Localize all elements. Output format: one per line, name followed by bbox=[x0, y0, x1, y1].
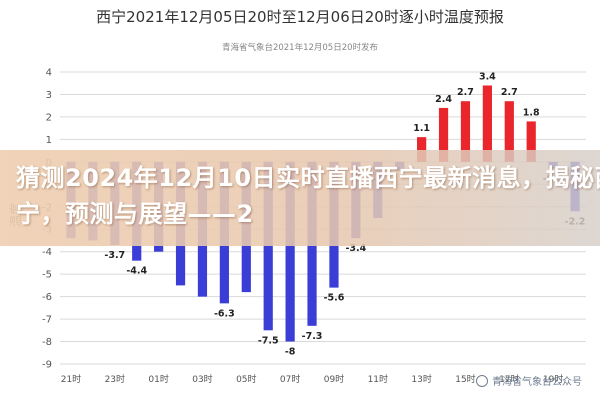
y-tick-label: 4 bbox=[46, 68, 52, 79]
x-tick-label: 19时 bbox=[543, 373, 563, 385]
y-tick-label: 2 bbox=[46, 112, 52, 123]
bar bbox=[438, 107, 449, 162]
data-label: 1.1 bbox=[413, 123, 430, 134]
bar bbox=[285, 161, 295, 342]
x-tick-label: 15时 bbox=[455, 373, 475, 385]
bar bbox=[482, 85, 492, 162]
wechat-icon bbox=[476, 374, 488, 387]
x-tick-label: 01时 bbox=[148, 373, 168, 385]
bar bbox=[460, 101, 471, 162]
chart-title: 西宁2021年12月05日20时至12月06日20时逐小时温度预报 bbox=[96, 8, 504, 26]
data-label: -5.6 bbox=[324, 293, 345, 304]
y-tick-label: -4 bbox=[42, 247, 52, 258]
x-tick-label: 23时 bbox=[105, 373, 125, 385]
data-label: 3.4 bbox=[479, 71, 496, 82]
x-tick-label: 07时 bbox=[280, 373, 300, 385]
data-label: 2.4 bbox=[435, 94, 452, 105]
y-tick-label: -9 bbox=[42, 360, 52, 371]
x-tick-label: 17时 bbox=[499, 373, 519, 385]
bar bbox=[504, 101, 514, 162]
watermark-text: 青海省气象台公众号 bbox=[492, 377, 582, 388]
x-tick-label: 13时 bbox=[411, 373, 431, 385]
data-label: 2.7 bbox=[501, 87, 518, 98]
data-label: 1.8 bbox=[523, 107, 540, 118]
data-label: -6.3 bbox=[214, 308, 235, 319]
data-label: -3.7 bbox=[104, 250, 125, 261]
x-tick-label: 21时 bbox=[61, 373, 81, 385]
y-tick-label: -8 bbox=[42, 337, 52, 348]
x-tick-label: 09时 bbox=[324, 373, 344, 385]
data-label: -4.4 bbox=[126, 266, 147, 277]
data-label: -7.5 bbox=[258, 335, 279, 346]
chart-subtitle: 青海省气象台2021年12月05日20时发布 bbox=[222, 42, 378, 53]
headline-text: 猜测2024年12月10日实时直播西宁最新消息，揭秘西宁，预测与展望——2 bbox=[16, 164, 600, 228]
y-tick-label: -5 bbox=[42, 270, 52, 281]
y-tick-label: 3 bbox=[46, 90, 52, 101]
watermark: 青海省气象台公众号 bbox=[476, 373, 582, 388]
data-labels: -3.7-4.4 -6.3 -7.5 -8 -7.3 -5.6 -3.4 1.1 2.4 2.7 3… bbox=[104, 71, 585, 357]
y-tick-label: 1 bbox=[46, 135, 52, 146]
data-label: -8 bbox=[285, 347, 296, 358]
data-label: 2.7 bbox=[457, 87, 474, 98]
y-tick-label: -6 bbox=[42, 292, 52, 303]
x-tick-label: 11时 bbox=[368, 373, 388, 385]
x-tick-label: 05时 bbox=[236, 373, 256, 385]
data-label: -3.4 bbox=[345, 243, 366, 254]
headline-banner: 猜测2024年12月10日实时直播西宁最新消息，揭秘西宁，预测与展望——2 bbox=[0, 150, 600, 246]
y-tick-label: -7 bbox=[42, 315, 52, 326]
bar bbox=[417, 137, 427, 162]
data-label: -7.3 bbox=[302, 331, 323, 342]
x-tick-labels: 21时 23时 01时 03时 05时 07时 09时 11时 13时 15时 17时 19时 bbox=[61, 373, 564, 385]
bar bbox=[526, 121, 536, 162]
x-tick-label: 03时 bbox=[192, 373, 212, 385]
bar bbox=[263, 161, 273, 331]
